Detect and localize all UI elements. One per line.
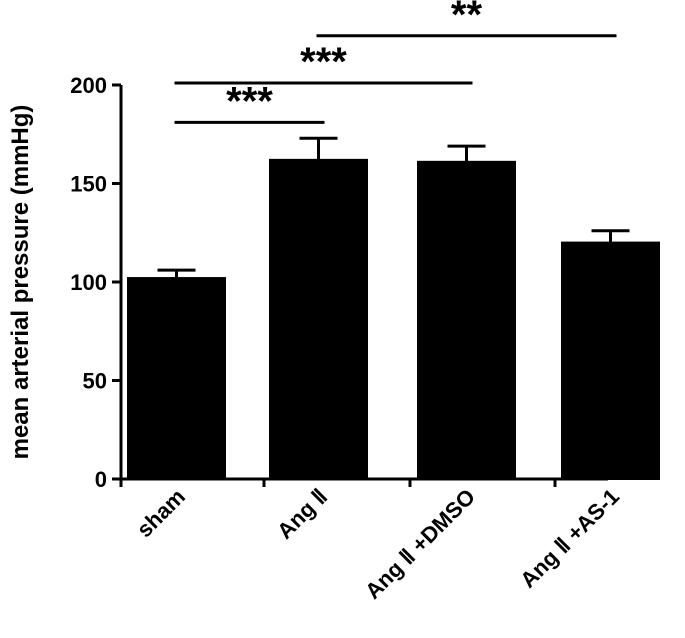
category-label: Ang Ⅱ [272, 484, 332, 544]
bar [417, 160, 516, 481]
bars [127, 136, 660, 481]
category-labels: sham Ang Ⅱ Ang Ⅱ +DMSO Ang Ⅱ +AS-1 [132, 484, 624, 604]
y-tick-label: 200 [70, 73, 107, 98]
category-label: Ang Ⅱ +DMSO [360, 484, 480, 604]
significance-label: *** [300, 40, 347, 84]
y-axis-title: mean arterial pressure (mmHg) [7, 105, 34, 460]
bar [561, 241, 660, 480]
significance-label: *** [226, 79, 273, 123]
category-label: Ang Ⅱ +AS-1 [515, 484, 624, 593]
bar [127, 277, 226, 480]
y-tick-label: 0 [95, 467, 107, 492]
bar [269, 158, 368, 481]
y-tick-label: 50 [83, 369, 107, 394]
y-tick-label: 150 [70, 172, 107, 197]
category-label: sham [132, 484, 190, 542]
significance-label: ** [451, 0, 483, 37]
significance-brackets: ******** [174, 0, 617, 124]
y-tick-label: 100 [70, 270, 107, 295]
